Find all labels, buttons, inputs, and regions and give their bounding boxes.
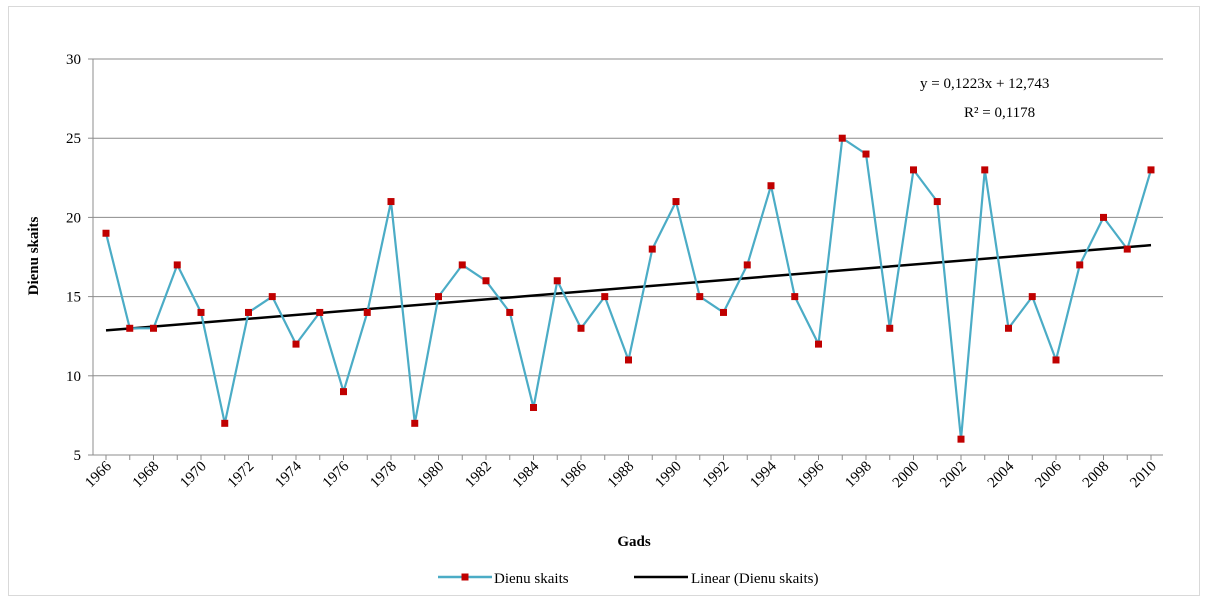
data-point-marker	[625, 356, 632, 364]
axes	[92, 59, 1163, 460]
data-point-marker	[316, 308, 324, 316]
data-point-marker	[1005, 324, 1012, 332]
y-tick-label: 25	[66, 131, 81, 147]
x-axis-title: Gads	[617, 534, 651, 550]
data-point-marker	[791, 293, 799, 301]
data-point-marker	[1028, 293, 1036, 301]
data-point-marker	[910, 166, 917, 174]
data-point-marker	[102, 229, 110, 237]
data-point-marker	[197, 308, 205, 316]
data-point-marker	[981, 166, 989, 174]
x-tick-label: 1994	[747, 458, 780, 491]
y-tick-label: 20	[66, 210, 81, 226]
data-point-marker	[743, 261, 751, 269]
y-tick-label: 15	[66, 290, 81, 306]
x-tick-label: 2004	[985, 458, 1018, 491]
data-point-marker	[173, 261, 181, 269]
x-tick-label: 1978	[367, 459, 400, 492]
data-point-marker	[672, 198, 680, 206]
data-point-marker	[150, 324, 157, 332]
x-tick-label: 1984	[510, 458, 543, 491]
data-point-marker	[553, 277, 561, 285]
data-point-marker	[126, 324, 134, 332]
x-tick-label: 1970	[177, 459, 210, 492]
x-tick-label: 1988	[605, 459, 638, 492]
x-tick-label: 1972	[225, 459, 258, 492]
y-tick-label: 10	[66, 369, 81, 385]
y-tick-label: 5	[74, 448, 82, 464]
x-tick-label: 1996	[795, 458, 828, 491]
data-point-marker	[577, 324, 585, 332]
x-tick-label: 1966	[82, 458, 115, 491]
y-tick-labels: 5 10 15 20 25 30	[66, 52, 81, 464]
data-point-marker	[933, 198, 941, 206]
x-tick-label: 2008	[1080, 459, 1113, 492]
data-point-marker	[862, 150, 870, 158]
y-axis-title: Dienu skaits	[26, 216, 42, 295]
r-squared-label: R² = 0,1178	[964, 105, 1035, 121]
data-point-marker	[530, 403, 537, 411]
x-tick-label: 1976	[320, 458, 353, 491]
data-point-marker	[815, 340, 822, 348]
data-point-marker	[957, 435, 965, 443]
trendline	[105, 243, 1152, 332]
data-point-marker	[482, 277, 490, 285]
legend-series-marker	[461, 573, 469, 581]
legend: Dienu skaits Linear (Dienu skaits)	[438, 571, 818, 587]
data-point-marker	[387, 198, 395, 206]
data-point-marker	[696, 293, 704, 301]
x-tick-label: 1968	[130, 459, 163, 492]
x-tick-labels: 1966 1968 1970 1972 1974 1976 1978 1980 1982 1984…	[82, 458, 1160, 491]
trendline-equation: y = 0,1223x + 12,743	[920, 76, 1049, 92]
data-point-marker	[411, 419, 419, 427]
x-tick-label: 1992	[700, 459, 733, 492]
data-point-marker	[648, 245, 656, 253]
data-point-marker	[363, 308, 371, 316]
legend-trend-label: Linear (Dienu skaits)	[691, 571, 818, 587]
x-tick-label: 1990	[652, 459, 685, 492]
legend-series-label: Dienu skaits	[494, 571, 569, 587]
data-point-marker	[1100, 213, 1107, 221]
trendline-layer	[105, 243, 1152, 332]
chart-frame	[8, 6, 1200, 596]
x-tick-label: 2002	[937, 459, 970, 492]
data-point-marker	[601, 293, 609, 301]
x-tick-label: 1974	[272, 458, 305, 491]
x-tick-label: 1982	[462, 459, 495, 492]
data-point-marker	[720, 308, 727, 316]
x-tick-label: 2010	[1127, 459, 1160, 492]
series-layer	[102, 134, 1155, 443]
data-point-marker	[886, 324, 894, 332]
data-point-marker	[1147, 166, 1155, 174]
data-point-marker	[767, 182, 775, 190]
data-point-marker	[1052, 356, 1060, 364]
data-point-marker	[221, 419, 229, 427]
x-tick-label: 1986	[557, 458, 590, 491]
data-point-marker	[268, 293, 276, 301]
x-tick-label: 1998	[842, 459, 875, 492]
data-point-marker	[838, 134, 846, 142]
x-tick-label: 1980	[415, 459, 448, 492]
x-tick-label: 2006	[1032, 458, 1065, 491]
data-point-marker	[292, 340, 300, 348]
data-point-marker	[435, 293, 442, 301]
data-point-marker	[1076, 261, 1084, 269]
data-point-marker	[506, 308, 514, 316]
data-point-marker	[340, 388, 347, 396]
data-point-marker	[1123, 245, 1131, 253]
x-tick-label: 2000	[890, 459, 923, 492]
data-point-marker	[245, 308, 252, 316]
data-point-marker	[458, 261, 466, 269]
y-tick-label: 30	[66, 52, 81, 68]
